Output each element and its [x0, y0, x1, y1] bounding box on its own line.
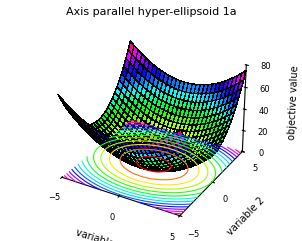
Y-axis label: variable 2: variable 2	[225, 195, 266, 237]
Title: Axis parallel hyper-ellipsoid 1a: Axis parallel hyper-ellipsoid 1a	[66, 7, 236, 17]
X-axis label: variable 1: variable 1	[75, 227, 124, 241]
